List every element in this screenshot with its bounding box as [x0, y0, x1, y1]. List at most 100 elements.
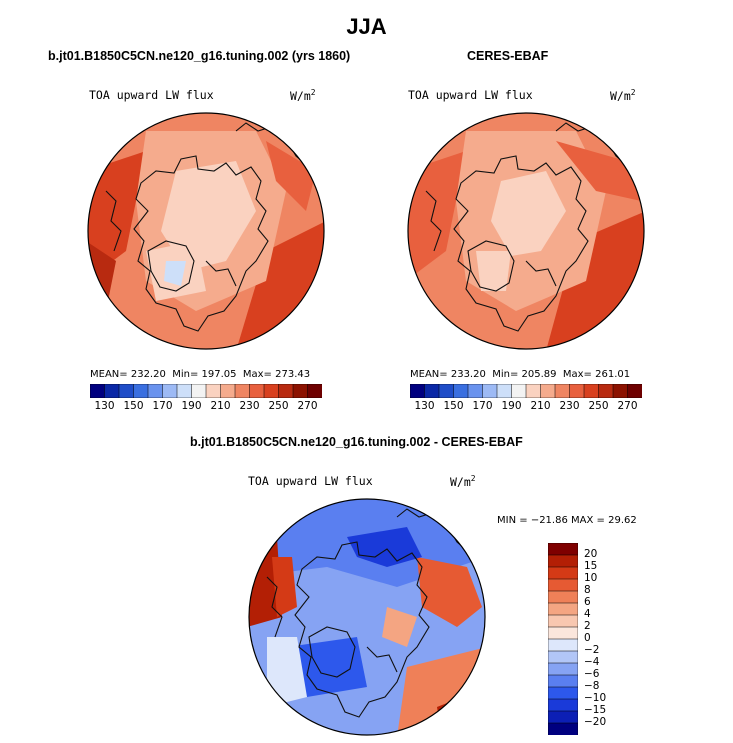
colorbar-3-swatch-3 [548, 578, 578, 592]
panel-3-units: W/m2 [450, 474, 476, 489]
colorbar-1-swatch-10 [234, 384, 251, 398]
colorbar-2-swatch-12 [583, 384, 600, 398]
colorbar-1-tick-label: 210 [210, 400, 231, 412]
panel-3-variable: TOA upward LW flux [248, 474, 373, 488]
colorbar-3-tick-label: 4 [584, 608, 591, 620]
colorbar-2-tick-label: 190 [501, 400, 522, 412]
colorbar-2-swatch-13 [598, 384, 614, 398]
colorbar-2-swatch-10 [554, 384, 571, 398]
colorbar-3-swatch-5 [548, 602, 578, 616]
colorbar-3-tick-label: 2 [584, 620, 591, 632]
map-panel-3 [248, 498, 486, 736]
colorbar-3-tick-label: 0 [584, 632, 591, 644]
colorbar-2-swatch-5 [482, 384, 498, 398]
colorbar-2-swatch-14 [612, 384, 629, 398]
colorbar-3-swatch-6 [548, 614, 578, 628]
panel-1-stats: MEAN= 232.20 Min= 197.05 Max= 273.43 [90, 369, 311, 380]
colorbar-2-swatch-7 [511, 384, 527, 398]
colorbar-2-swatch-2 [438, 384, 455, 398]
map-panel-2 [407, 112, 645, 350]
panel-3-title: b.jt01.B1850C5CN.ne120_g16.tuning.002 - … [190, 435, 523, 449]
colorbar-1-swatch-4 [147, 384, 164, 398]
colorbar-3-swatch-9 [548, 650, 578, 664]
colorbar-2-tick-label: 230 [559, 400, 580, 412]
colorbar-1-tick-label: 130 [94, 400, 115, 412]
colorbar-2-swatch-1 [424, 384, 440, 398]
colorbar-3-swatch-8 [548, 638, 578, 652]
map-3-field-mild-center [382, 607, 417, 647]
colorbar-3-tick-label: −15 [584, 704, 607, 716]
colorbar-3-tick-label: 6 [584, 596, 591, 608]
map-2-outline [407, 112, 645, 350]
colorbar-2-swatch-3 [453, 384, 469, 398]
colorbar-2-swatch-0 [410, 384, 426, 398]
colorbar-3-tick-label: −4 [584, 656, 600, 668]
colorbar-2-swatch-4 [467, 384, 484, 398]
colorbar-1-swatch-8 [205, 384, 222, 398]
panel-1-title: b.jt01.B1850C5CN.ne120_g16.tuning.002 (y… [48, 49, 351, 63]
colorbar-3-tick-label: −6 [584, 668, 600, 680]
map-3-field-neutral-southwest [267, 637, 307, 707]
colorbar-1-tick-label: 170 [152, 400, 173, 412]
colorbar-1-tick-label: 270 [297, 400, 318, 412]
main-title: JJA [346, 14, 387, 39]
map-1-field-warm-west [88, 151, 146, 281]
colorbar-2-swatch-9 [540, 384, 556, 398]
colorbar-3-tick-label: 8 [584, 584, 591, 596]
map-2-field-warm-west [408, 151, 466, 281]
colorbar-2-tick-label: 170 [472, 400, 493, 412]
colorbar-2 [410, 384, 642, 398]
colorbar-3-tick-label: −10 [584, 692, 607, 704]
colorbar-1-tick-label: 190 [181, 400, 202, 412]
map-panel-1 [87, 112, 325, 350]
colorbar-1-swatch-0 [90, 384, 106, 398]
colorbar-3-swatch-12 [548, 686, 578, 700]
colorbar-3-swatch-1 [548, 554, 578, 568]
colorbar-1-swatch-2 [118, 384, 135, 398]
map-3-field-warm-west [272, 557, 297, 617]
colorbar-2-tick-label: 270 [617, 400, 638, 412]
colorbar-2-swatch-15 [627, 384, 642, 398]
colorbar-2-swatch-11 [569, 384, 585, 398]
panel-1-units: W/m2 [290, 88, 316, 103]
colorbar-2-swatch-8 [525, 384, 542, 398]
colorbar-1-tick-label: 230 [239, 400, 260, 412]
colorbar-3-swatch-11 [548, 674, 578, 688]
panel-2-stats: MEAN= 233.20 Min= 205.89 Max= 261.01 [410, 369, 631, 380]
colorbar-1-swatch-9 [220, 384, 236, 398]
colorbar-3-swatch-14 [548, 710, 578, 724]
map-3-field-cold-arctic [347, 527, 422, 567]
colorbar-1-swatch-11 [249, 384, 265, 398]
colorbar-2-tick-label: 130 [414, 400, 435, 412]
colorbar-1 [90, 384, 322, 398]
map-2-field-siberia [556, 141, 641, 201]
colorbar-2-tick-label: 150 [443, 400, 464, 412]
map-3-outline [248, 498, 486, 736]
panel-1-variable: TOA upward LW flux [89, 88, 214, 102]
colorbar-3-tick-label: −2 [584, 644, 600, 656]
colorbar-1-swatch-14 [292, 384, 309, 398]
colorbar-1-swatch-6 [176, 384, 193, 398]
colorbar-1-swatch-1 [104, 384, 120, 398]
colorbar-3-swatch-15 [548, 722, 578, 735]
panel-2-units: W/m2 [610, 88, 636, 103]
map-1-field-siberia [266, 141, 316, 211]
colorbar-3-swatch-13 [548, 698, 578, 712]
panel-2-title: CERES-EBAF [467, 49, 549, 63]
map-1-field-greenland-cold [164, 261, 186, 286]
colorbar-3-swatch-2 [548, 566, 578, 580]
colorbar-2-tick-label: 210 [530, 400, 551, 412]
colorbar-3-swatch-10 [548, 662, 578, 676]
map-1-outline [87, 112, 325, 350]
colorbar-1-swatch-7 [191, 384, 207, 398]
colorbar-3-tick-label: 10 [584, 572, 598, 584]
colorbar-3-tick-label: −20 [584, 716, 607, 728]
colorbar-1-swatch-5 [162, 384, 178, 398]
colorbar-1-swatch-15 [307, 384, 322, 398]
colorbar-1-swatch-13 [278, 384, 294, 398]
colorbar-3-tick-label: 20 [584, 548, 598, 560]
colorbar-3-tick-label: 15 [584, 560, 598, 572]
map-3-field-cold-greenland [287, 637, 367, 697]
map-2-field-greenland [476, 251, 511, 291]
panel-3-stats: MIN = −21.86 MAX = 29.62 [497, 515, 637, 526]
